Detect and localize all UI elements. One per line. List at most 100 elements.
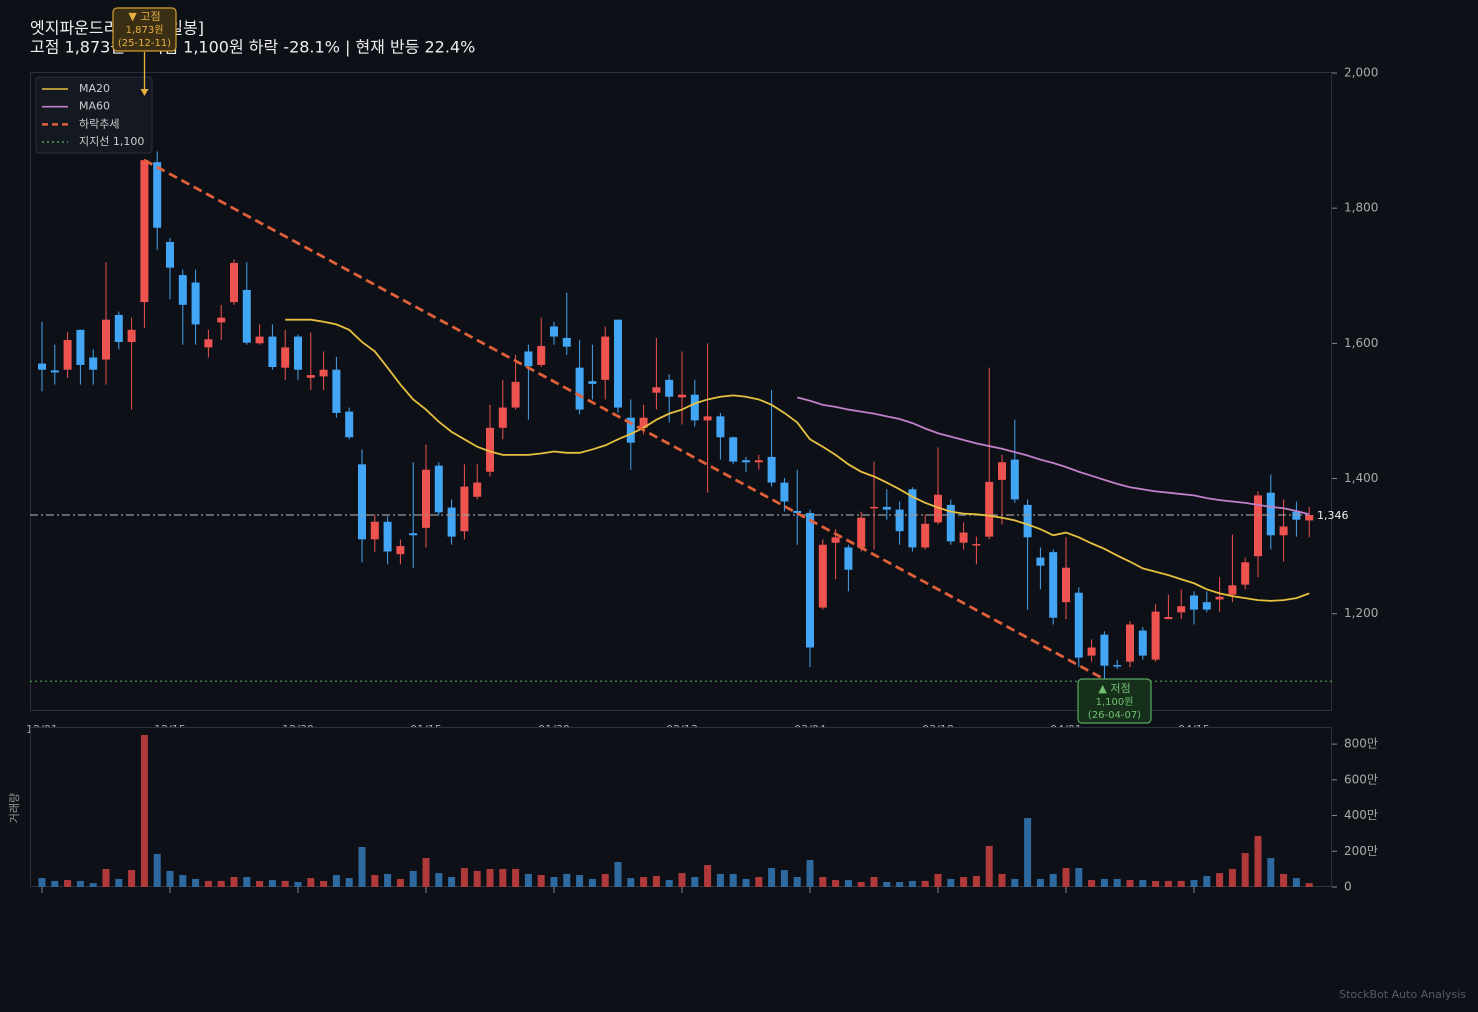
volume-y-tick-label: 800만: [1344, 737, 1378, 751]
volume-bar: [217, 880, 225, 887]
candle-body: [972, 544, 981, 546]
moving-average: [285, 318, 1310, 602]
volume-bar: [1100, 878, 1108, 887]
candle-body: [895, 509, 904, 532]
candle-body: [524, 351, 533, 367]
candle-body: [166, 241, 174, 268]
volume-bar: [153, 853, 161, 887]
volume-bar: [614, 861, 622, 887]
volume-bar: [780, 870, 788, 887]
volume-bar: [448, 876, 456, 887]
candle-body: [550, 326, 558, 337]
volume-bar: [947, 878, 955, 887]
candle-body: [319, 369, 328, 377]
candle-body: [1010, 459, 1019, 500]
volume-y-tick-label: 0: [1344, 880, 1352, 894]
volume-y-tick-label: 400만: [1344, 808, 1378, 822]
candle-body: [908, 489, 917, 548]
volume-bar: [307, 878, 315, 887]
candle-body: [63, 339, 72, 370]
volume-bar: [652, 875, 660, 887]
candle-body: [1305, 515, 1314, 521]
volume-bar: [665, 880, 673, 887]
chart-subtitle: 고점 1,873원 → 저점 1,100원 하락 -28.1% | 현재 반등 …: [30, 38, 475, 57]
volume-bar: [89, 883, 97, 887]
candle-body: [1049, 552, 1058, 618]
candle-body: [1164, 617, 1173, 620]
candle-body: [178, 275, 187, 305]
y-tick-label: 1,200: [1344, 606, 1378, 620]
candle-body: [255, 336, 264, 344]
volume-bar: [870, 876, 878, 887]
volume-bar: [204, 880, 212, 887]
legend-label: 지지선 1,100: [79, 135, 144, 148]
candle-body: [742, 460, 750, 463]
volume-bar: [435, 873, 443, 887]
candle-body: [1254, 495, 1262, 557]
candle-body: [575, 367, 584, 410]
low-annotation-text: (26-04-07): [1088, 710, 1141, 721]
volume-bar: [1024, 818, 1032, 887]
candle-body: [281, 347, 290, 368]
volume-bar: [755, 876, 763, 887]
candle-body: [268, 336, 277, 367]
volume-panel: [30, 727, 1332, 887]
candle-body: [1036, 557, 1045, 566]
volume-bar: [960, 876, 968, 887]
candle-body: [1292, 511, 1301, 520]
candle-body: [1190, 595, 1198, 610]
candle-body: [601, 336, 610, 380]
volume-bar: [371, 875, 379, 887]
candle-body: [1241, 562, 1250, 585]
candle-body: [38, 363, 46, 370]
volume-bar: [1126, 880, 1134, 887]
volume-bar: [678, 873, 686, 887]
candle-body: [140, 160, 149, 303]
low-annotation-text: ▲ 저점: [1098, 682, 1130, 695]
current-price-label: 1,346: [1317, 509, 1349, 522]
volume-axis-label: 거래량: [8, 793, 21, 823]
high-annotation-text: ▼ 고점: [128, 10, 160, 23]
volume-bar: [1305, 883, 1313, 887]
high-annotation-text: (25-12-11): [118, 38, 171, 49]
candle-body: [767, 456, 776, 483]
candle-body: [678, 394, 686, 398]
volume-bar: [409, 870, 417, 887]
candle-body: [358, 464, 366, 540]
volume-bar: [256, 880, 264, 887]
candle-body: [217, 317, 226, 323]
candle-body: [780, 482, 789, 502]
high-annotation-box: [112, 7, 177, 52]
candle-body: [690, 394, 699, 421]
volume-bar: [294, 881, 302, 887]
candle-body: [1151, 611, 1160, 660]
volume-bar: [358, 846, 366, 887]
volume-bar: [550, 876, 558, 887]
volume-bar: [563, 873, 571, 887]
volume-bar: [1228, 868, 1236, 887]
volume-bar: [384, 873, 392, 887]
candle-body: [959, 532, 968, 543]
volume-bar: [1036, 878, 1044, 887]
volume-bar: [473, 870, 481, 887]
candle-body: [1266, 492, 1275, 536]
candle-body: [383, 521, 392, 552]
volume-bar: [601, 873, 609, 887]
volume-bar: [38, 878, 46, 887]
high-annotation-text: 1,873원: [126, 24, 164, 36]
volume-bar: [972, 875, 980, 887]
volume-bar: [1267, 858, 1275, 887]
candle-body: [1138, 630, 1147, 656]
volume-bar: [921, 880, 929, 887]
volume-bar: [1280, 873, 1288, 887]
volume-bar: [51, 880, 59, 887]
volume-bar: [179, 875, 187, 887]
volume-bar: [1164, 880, 1172, 887]
high-arrowhead: [140, 89, 149, 96]
candle-body: [370, 521, 379, 540]
candle-body: [486, 427, 494, 472]
candle-body: [434, 465, 443, 513]
candle-body: [422, 469, 430, 528]
volume-bar: [998, 873, 1006, 887]
